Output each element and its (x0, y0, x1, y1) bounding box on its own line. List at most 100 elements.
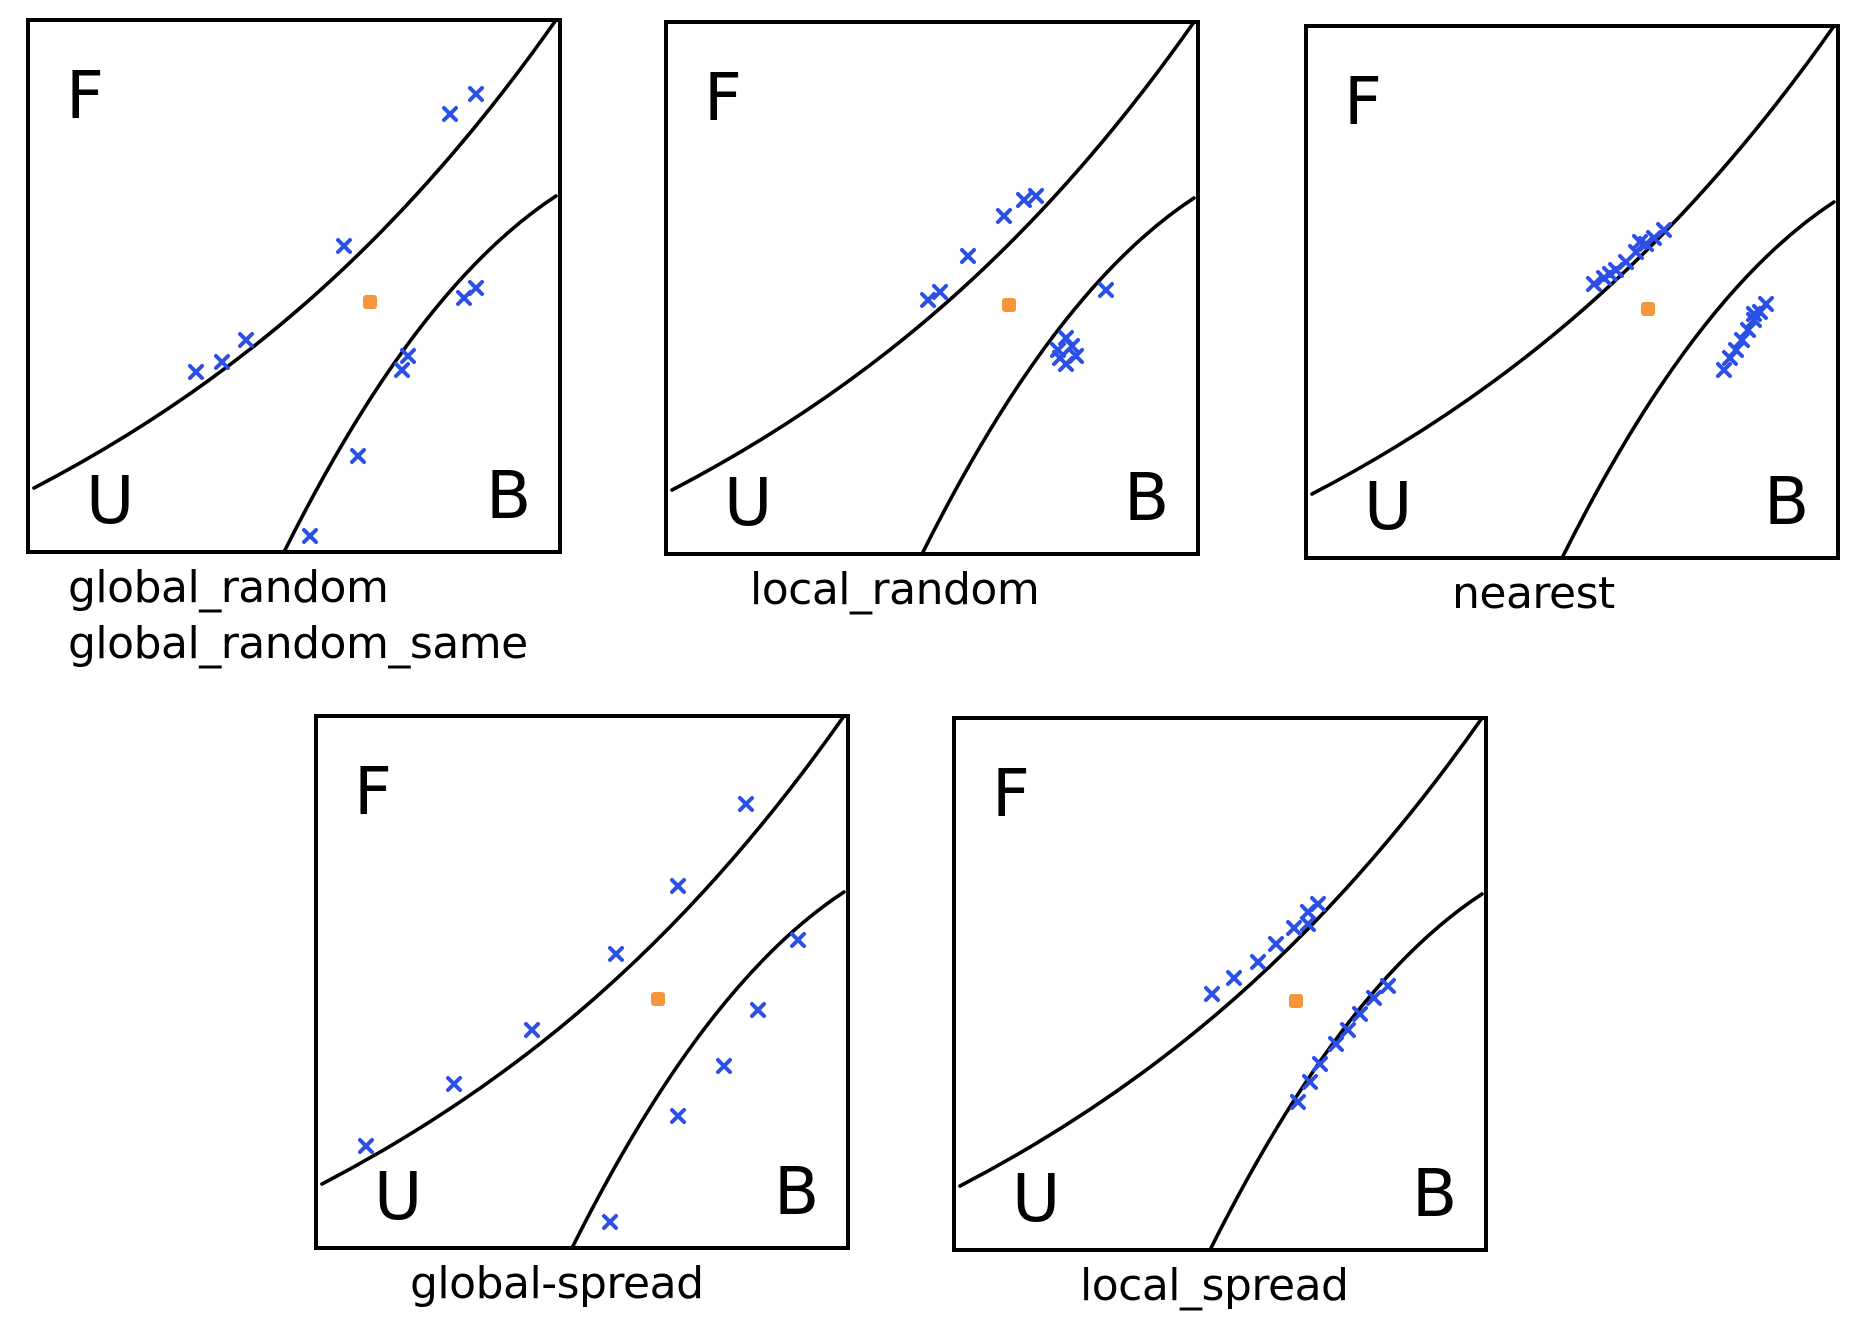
query-point (1289, 994, 1303, 1008)
region-label-b: B (774, 1153, 819, 1230)
lower-boundary-curve (920, 196, 1196, 556)
region-label-f: F (66, 57, 104, 134)
lower-boundary-curve (282, 194, 558, 554)
sample-marker (608, 946, 624, 962)
lower-boundary-curve (570, 890, 846, 1250)
sample-marker (1586, 276, 1602, 292)
upper-boundary-curve (670, 20, 1196, 492)
panel-frame (314, 714, 850, 1250)
sample-marker (442, 106, 458, 122)
diagram-nearest: F U B (1304, 24, 1840, 560)
panel-frame (952, 716, 1488, 1252)
query-point (1002, 298, 1016, 312)
region-label-f: F (354, 753, 392, 830)
sample-marker (920, 292, 936, 308)
panel-local-random: F U B local_random (664, 20, 1200, 615)
caption-line-2: global_random_same (68, 618, 528, 669)
region-label-b: B (486, 457, 531, 534)
sample-markers (358, 796, 806, 1230)
sample-marker (960, 248, 976, 264)
lower-boundary-curve (1208, 892, 1484, 1252)
lower-boundary-curve (1560, 200, 1836, 560)
sample-marker (1734, 332, 1750, 348)
sample-marker (1016, 192, 1032, 208)
sample-marker (1204, 986, 1220, 1002)
sample-markers (920, 188, 1114, 372)
sample-marker (1328, 1036, 1344, 1052)
diagram-global-spread: F U B (314, 714, 850, 1250)
region-label-u: U (1364, 468, 1412, 545)
sample-markers (188, 86, 484, 544)
upper-boundary-curve (320, 714, 846, 1186)
sample-marker (716, 1058, 732, 1074)
region-label-b: B (1764, 463, 1809, 540)
region-label-u: U (1012, 1160, 1060, 1237)
sample-marker (336, 238, 352, 254)
sample-marker (1098, 282, 1114, 298)
panel-caption: global-spread (410, 1256, 704, 1312)
caption-line-1: nearest (1452, 568, 1615, 619)
query-point (651, 992, 665, 1006)
sample-marker (1226, 970, 1242, 986)
sample-marker (1268, 936, 1284, 952)
panel-caption: global_random global_random_same (68, 560, 528, 672)
sample-marker (1058, 356, 1074, 372)
region-label-f: F (704, 59, 742, 136)
sample-marker (350, 448, 366, 464)
sample-marker (468, 86, 484, 102)
sample-markers (1204, 896, 1396, 1110)
sample-marker (1366, 990, 1382, 1006)
region-label-f: F (992, 755, 1030, 832)
sample-marker (996, 208, 1012, 224)
caption-line-1: global-spread (410, 1258, 704, 1309)
sample-marker (302, 528, 318, 544)
sample-marker (1352, 1006, 1368, 1022)
sample-marker (1250, 954, 1266, 970)
sample-marker (1312, 1056, 1328, 1072)
panel-global-random: F U B global_random global_random_same (26, 18, 562, 669)
panel-local-spread: F U B local_spread (952, 716, 1488, 1311)
diagram-local-spread: F U B (952, 716, 1488, 1252)
region-label-f: F (1344, 63, 1382, 140)
sample-marker (188, 364, 204, 380)
panel-nearest: F U B nearest (1304, 24, 1840, 619)
query-point (363, 295, 377, 309)
caption-line-1: local_spread (1080, 1260, 1349, 1311)
upper-boundary-curve (958, 716, 1484, 1188)
sample-marker (670, 1108, 686, 1124)
sample-marker (1602, 266, 1618, 282)
sample-marker (1656, 222, 1672, 238)
region-label-u: U (86, 462, 134, 539)
panel-caption: local_random (750, 562, 1040, 618)
sample-marker (1632, 234, 1648, 250)
sample-marker (1300, 916, 1316, 932)
region-label-b: B (1412, 1155, 1457, 1232)
diagram-global-random: F U B (26, 18, 562, 554)
sample-marker (1028, 188, 1044, 204)
sample-marker (238, 332, 254, 348)
sample-marker (738, 796, 754, 812)
sample-marker (1340, 1022, 1356, 1038)
sample-marker (1728, 342, 1744, 358)
sample-marker (1746, 306, 1762, 322)
sample-marker (214, 354, 230, 370)
sample-marker (394, 362, 410, 378)
sample-marker (790, 932, 806, 948)
sample-marker (358, 1138, 374, 1154)
sample-markers (1586, 222, 1774, 378)
diagram-local-random: F U B (664, 20, 1200, 556)
sample-marker (932, 284, 948, 300)
sample-marker (400, 348, 416, 364)
sample-marker (1716, 362, 1732, 378)
panel-caption: nearest (1452, 566, 1615, 622)
region-label-u: U (724, 464, 772, 541)
panel-frame (1304, 24, 1840, 560)
upper-boundary-curve (32, 18, 558, 490)
panel-global-spread: F U B global-spread (314, 714, 850, 1309)
sample-marker (1380, 978, 1396, 994)
caption-line-1: local_random (750, 564, 1040, 615)
sample-marker (1740, 322, 1756, 338)
caption-line-1: global_random (68, 562, 389, 613)
upper-boundary-curve (1310, 24, 1836, 496)
region-label-u: U (374, 1158, 422, 1235)
